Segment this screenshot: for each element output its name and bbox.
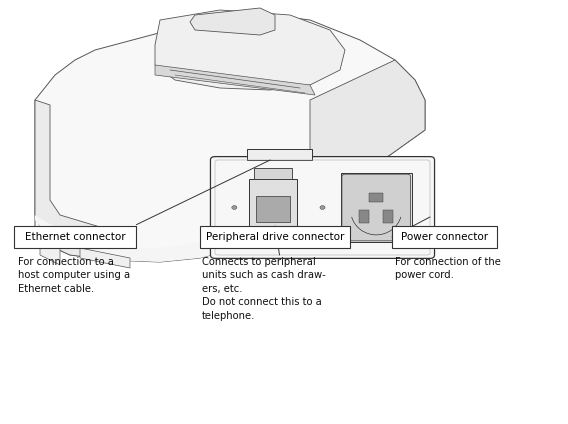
Circle shape [232, 206, 237, 209]
Polygon shape [40, 230, 60, 265]
Polygon shape [310, 60, 425, 200]
Circle shape [320, 206, 325, 209]
Bar [383, 210, 393, 223]
Bar [257, 196, 290, 222]
Bar [265, 234, 282, 240]
FancyBboxPatch shape [342, 174, 411, 241]
Polygon shape [190, 8, 275, 35]
FancyBboxPatch shape [211, 156, 435, 258]
Polygon shape [220, 238, 260, 258]
Bar [14, 226, 136, 248]
Bar [200, 226, 350, 248]
Polygon shape [35, 195, 310, 262]
Polygon shape [243, 196, 257, 210]
Bar [369, 192, 383, 202]
Text: Connects to peripheral
units such as cash draw-
ers, etc.
Do not connect this to: Connects to peripheral units such as cas… [202, 257, 325, 321]
Polygon shape [247, 149, 312, 160]
Circle shape [300, 168, 305, 172]
Polygon shape [155, 10, 345, 90]
Text: Power connector: Power connector [401, 232, 488, 242]
Text: Peripheral drive connector: Peripheral drive connector [206, 232, 344, 242]
Text: Ethernet connector: Ethernet connector [25, 232, 126, 242]
Polygon shape [35, 100, 115, 260]
Circle shape [231, 181, 235, 185]
Bar [392, 226, 497, 248]
Bar [341, 173, 412, 242]
Text: For connection to a
host computer using a
Ethernet cable.: For connection to a host computer using … [18, 257, 130, 294]
Bar [249, 179, 296, 236]
Polygon shape [35, 15, 425, 262]
Bar [359, 210, 369, 223]
Text: For connection of the
power cord.: For connection of the power cord. [395, 257, 500, 280]
Polygon shape [80, 248, 130, 268]
Bar [254, 167, 292, 179]
Polygon shape [155, 65, 315, 95]
Polygon shape [240, 192, 260, 213]
